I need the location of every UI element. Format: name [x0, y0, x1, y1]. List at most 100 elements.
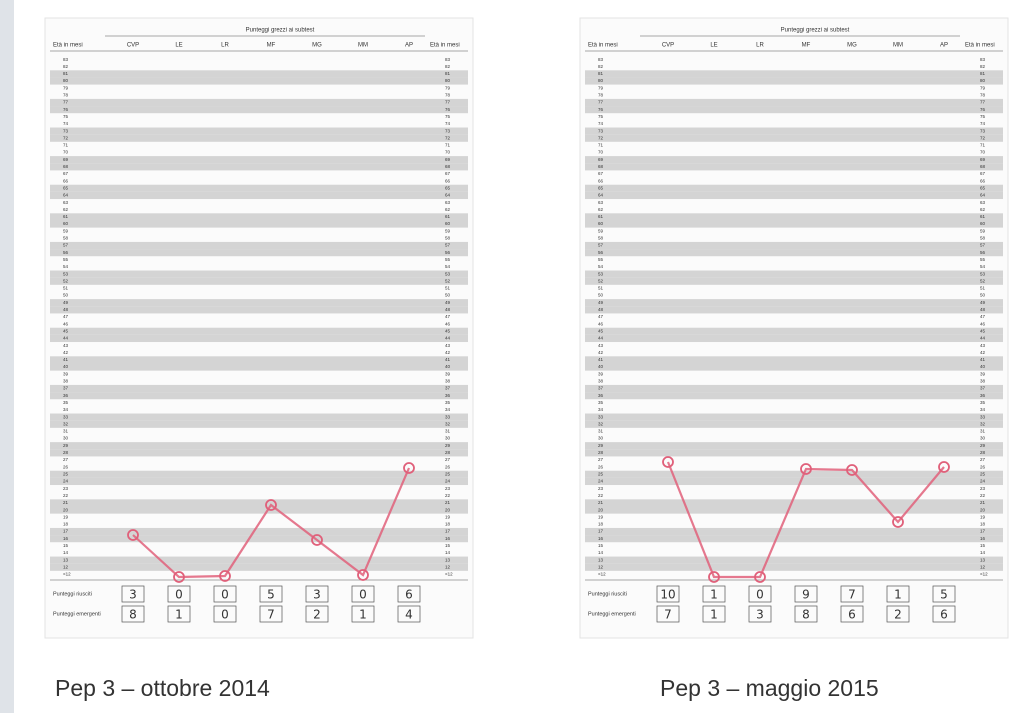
age-row: 43	[63, 343, 69, 348]
row-stripe	[585, 135, 1003, 142]
age-row: 55	[598, 257, 604, 262]
age-row: 71	[598, 143, 604, 148]
age-row: 35	[598, 400, 604, 405]
age-row: 24	[445, 479, 451, 484]
age-row: 51	[63, 286, 69, 291]
row-stripe	[50, 271, 468, 278]
age-row: 25	[445, 472, 451, 477]
age-row: 71	[980, 143, 986, 148]
age-row: 51	[598, 286, 604, 291]
age-row: 14	[445, 550, 451, 555]
age-row: 72	[980, 135, 986, 140]
row-stripe	[50, 421, 468, 428]
age-row: 25	[598, 472, 604, 477]
age-row: 28	[980, 450, 986, 455]
age-row: 77	[63, 100, 69, 105]
age-row: 52	[980, 278, 986, 283]
age-row: 83	[63, 57, 69, 62]
age-row: 51	[980, 286, 986, 291]
row-stripe	[585, 363, 1003, 370]
age-row: 76	[445, 107, 451, 112]
score-value: 0	[221, 588, 229, 602]
age-row: 83	[598, 57, 604, 62]
age-row: 47	[980, 314, 986, 319]
row-stripe	[585, 220, 1003, 227]
age-row: 17	[598, 529, 604, 534]
score-value: 6	[940, 608, 948, 622]
age-row: 59	[445, 228, 451, 233]
age-row: 66	[445, 178, 451, 183]
age-row: 31	[63, 429, 69, 434]
age-row: 15	[63, 543, 69, 548]
row-stripe	[585, 557, 1003, 564]
column-header: AP	[405, 43, 413, 49]
age-row: 24	[63, 479, 69, 484]
age-row: 28	[598, 450, 604, 455]
age-row: 58	[980, 236, 986, 241]
age-row: 16	[445, 536, 451, 541]
age-row: 82	[598, 64, 604, 69]
age-row: 12	[63, 564, 69, 569]
row-stripe	[50, 385, 468, 392]
age-row: 32	[63, 421, 69, 426]
age-row: 15	[445, 543, 451, 548]
age-row: 65	[63, 185, 69, 190]
row-stripe	[50, 535, 468, 542]
row-stripe	[585, 77, 1003, 84]
age-row: 33	[980, 414, 986, 419]
age-row: 18	[980, 522, 986, 527]
age-row: 60	[445, 221, 451, 226]
age-row: 43	[980, 343, 986, 348]
age-row: 12	[445, 564, 451, 569]
age-row: 17	[980, 529, 986, 534]
age-row: 41	[63, 357, 69, 362]
score-label: Punteggi emergenti	[53, 611, 101, 617]
age-row: 42	[63, 350, 69, 355]
age-row: 69	[980, 157, 986, 162]
age-row: 77	[980, 100, 986, 105]
age-row: 42	[598, 350, 604, 355]
age-row: 54	[445, 264, 451, 269]
form-header-title: Punteggi grezzi ai subtest	[246, 28, 315, 34]
age-row: 54	[63, 264, 69, 269]
column-header: MM	[358, 43, 368, 49]
age-row: 63	[598, 200, 604, 205]
age-row: 21	[63, 500, 69, 505]
age-row: 27	[445, 457, 451, 462]
age-row: 41	[445, 357, 451, 362]
age-row: 61	[63, 214, 69, 219]
row-stripe	[585, 213, 1003, 220]
age-row: 20	[63, 507, 69, 512]
column-header: MF	[802, 43, 811, 49]
age-row: 52	[445, 278, 451, 283]
age-row: 23	[980, 486, 986, 491]
row-stripe	[50, 128, 468, 135]
age-row: 44	[445, 336, 451, 341]
score-value: 3	[756, 608, 764, 622]
age-label: Età in mesi	[53, 43, 83, 49]
age-row: 67	[63, 171, 69, 176]
age-row: 31	[598, 429, 604, 434]
age-row: 40	[63, 364, 69, 369]
age-row: 71	[445, 143, 451, 148]
row-stripe	[50, 528, 468, 535]
age-row: 49	[63, 300, 69, 305]
score-value: 3	[129, 588, 137, 602]
age-row: 76	[598, 107, 604, 112]
age-row: 28	[445, 450, 451, 455]
age-row: 45	[63, 328, 69, 333]
column-header: MF	[267, 43, 276, 49]
column-header: CVP	[127, 43, 139, 49]
age-row: 68	[598, 164, 604, 169]
age-row: 45	[598, 328, 604, 333]
age-row: 57	[445, 243, 451, 248]
row-stripe	[585, 421, 1003, 428]
age-row: 67	[598, 171, 604, 176]
column-header: MM	[893, 43, 903, 49]
age-row: 46	[598, 321, 604, 326]
age-row: 74	[980, 121, 986, 126]
age-row: 25	[63, 472, 69, 477]
age-row: 22	[445, 493, 451, 498]
age-row: 82	[445, 64, 451, 69]
age-row: 81	[598, 71, 604, 76]
